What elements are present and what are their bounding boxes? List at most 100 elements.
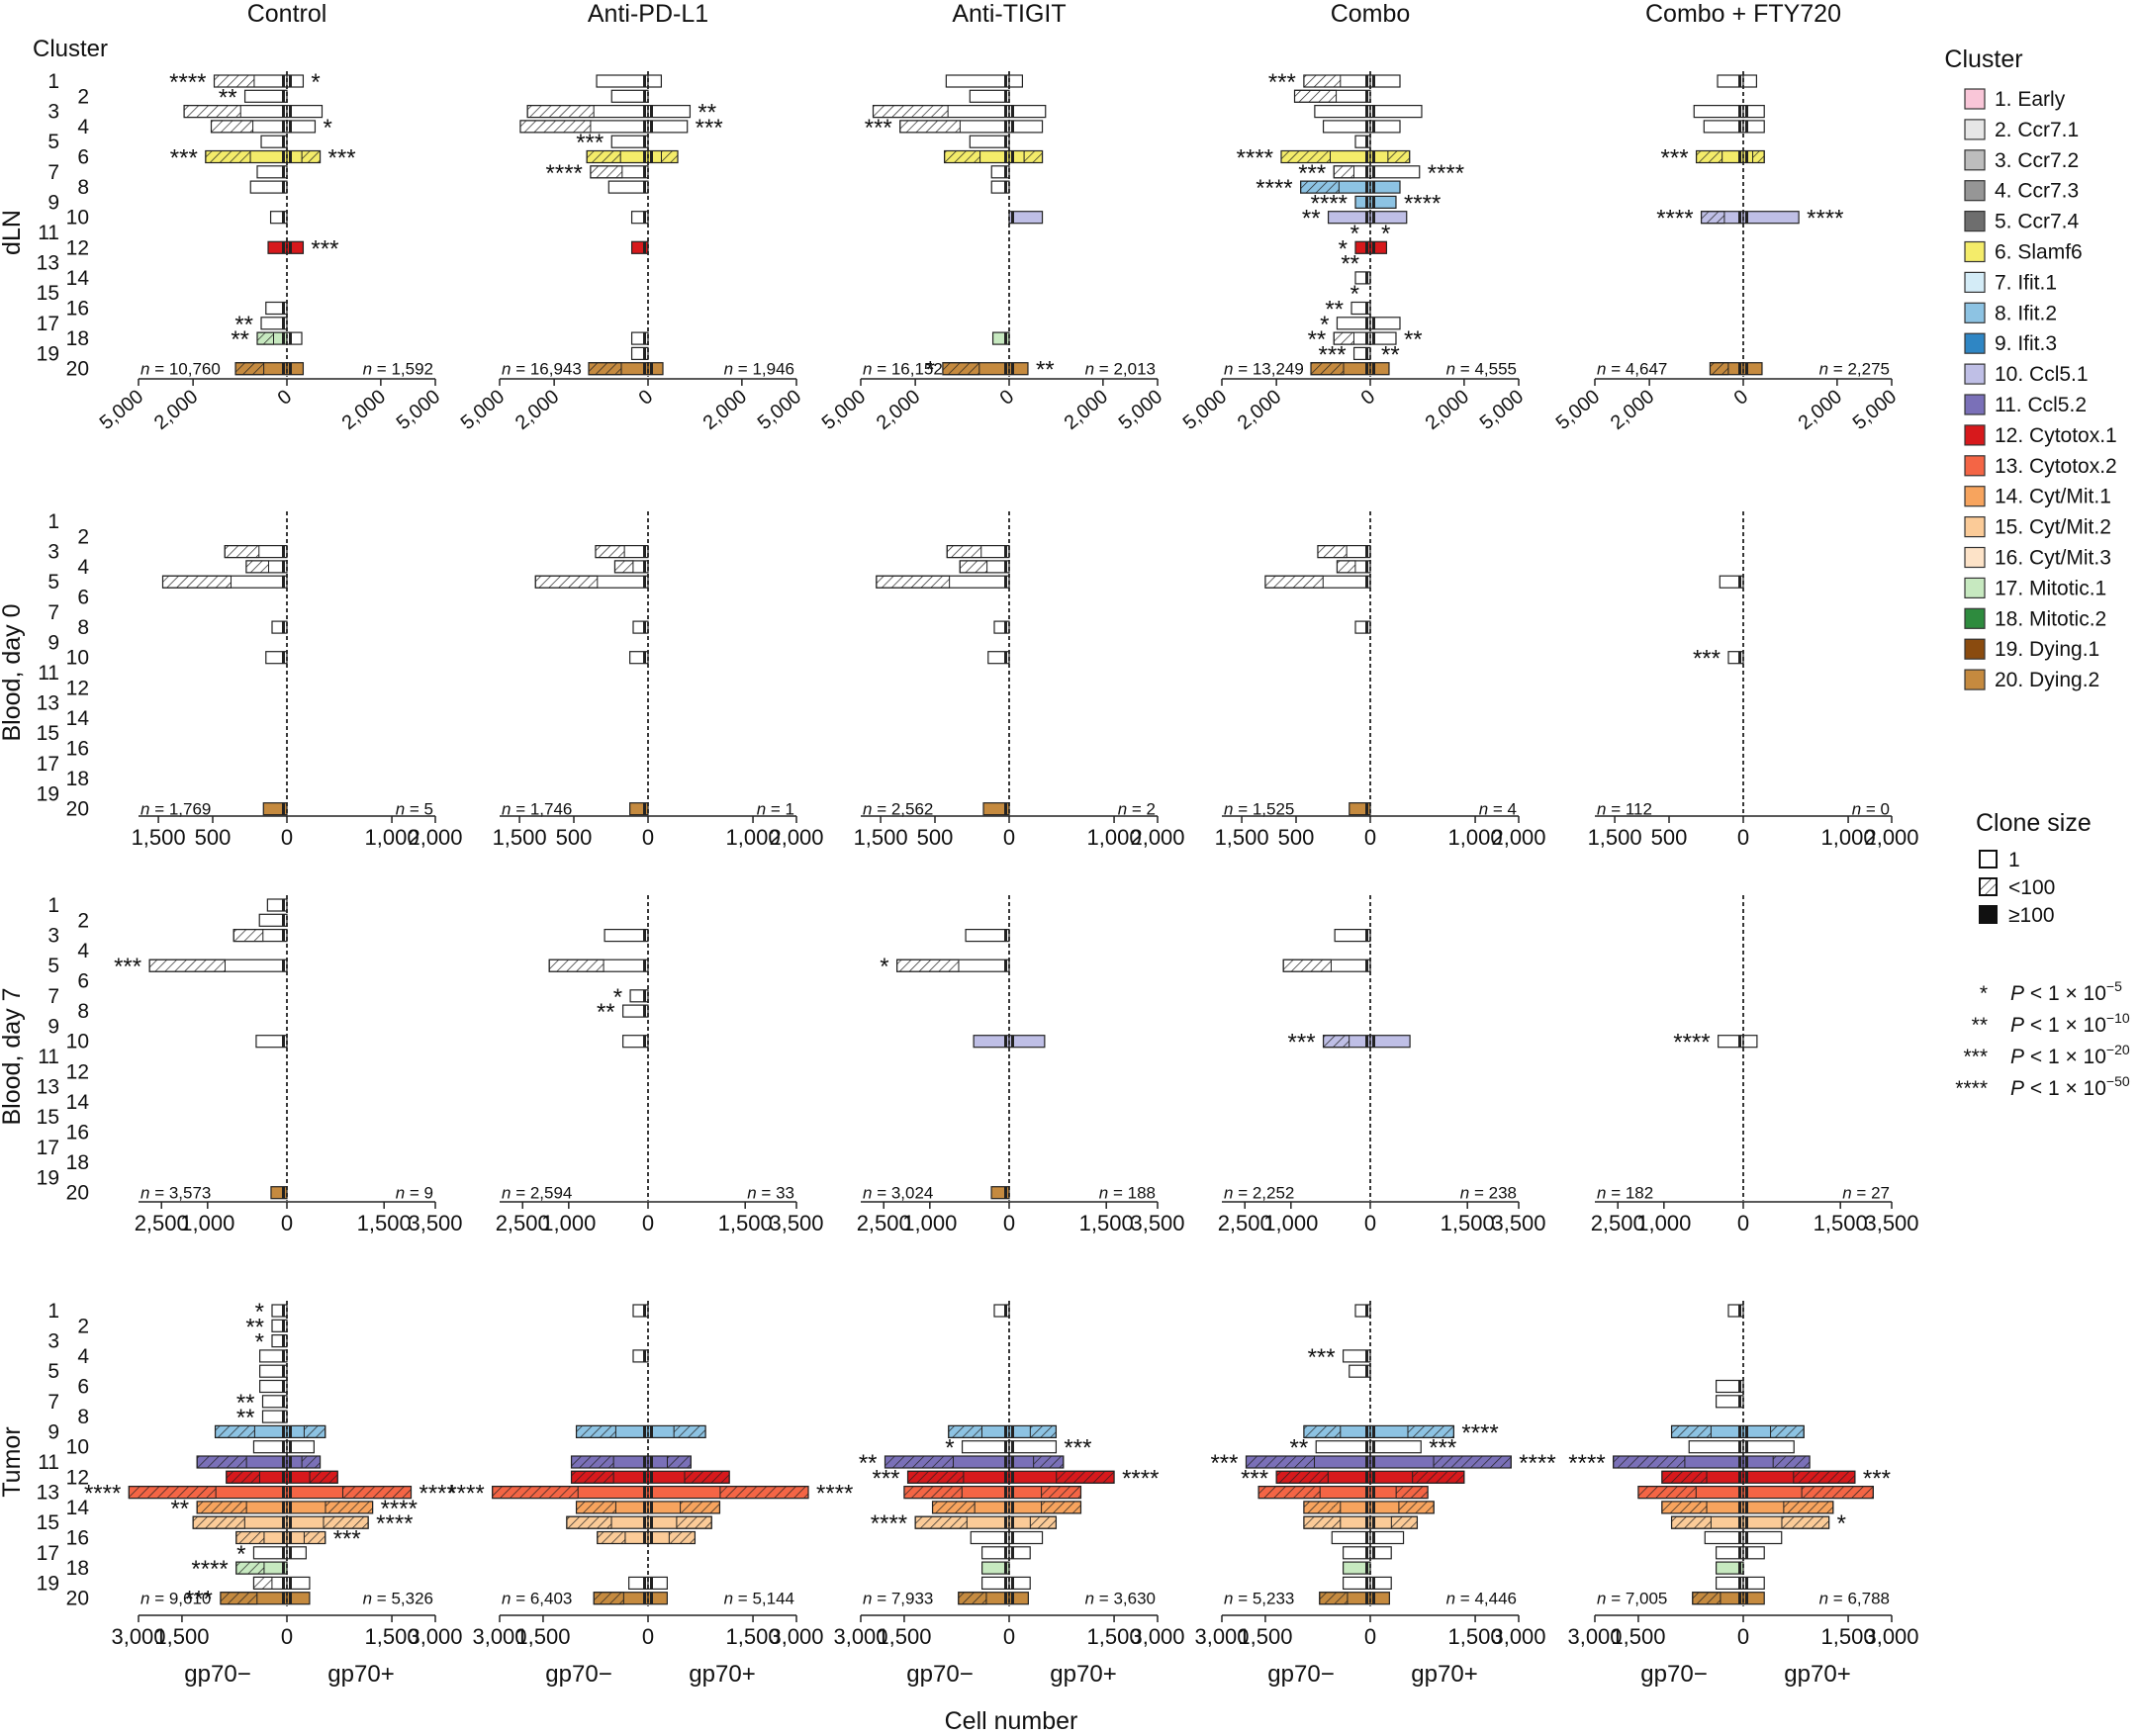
bar-segment-solid — [643, 332, 646, 345]
x-tick-label: 2,000 — [150, 386, 202, 434]
bar-cluster-4 — [647, 120, 689, 134]
bar-segment-hatched — [1033, 1455, 1065, 1469]
bar-segment-solid — [1004, 90, 1007, 103]
bar-segment-hatched — [534, 575, 599, 589]
x-tick-label: 0 — [1364, 1211, 1376, 1235]
bar-segment-solid — [1738, 1380, 1741, 1393]
bar-cluster-10 — [1742, 1440, 1795, 1454]
bar-segment-hatched — [245, 560, 270, 574]
significance-stars: *** — [576, 130, 604, 156]
significance-stars: * — [1381, 221, 1390, 247]
bar-segment-solid — [1738, 1456, 1741, 1468]
cluster-number-label: 15 — [37, 1106, 59, 1129]
legend-label-19: 19. Dying.1 — [1995, 638, 2099, 661]
cluster-number-label: 18 — [66, 768, 89, 790]
x-tick-label: 1,500 — [154, 1624, 209, 1649]
x-tick-label: 0 — [274, 386, 297, 410]
x-tick-label: 2,500 — [1218, 1211, 1272, 1235]
significance-stars: ** — [1404, 326, 1423, 353]
bar-cluster-4 — [1322, 120, 1371, 134]
bar-segment-solid — [1365, 150, 1368, 163]
x-tick-label: 2,000 — [408, 825, 462, 850]
bar-segment-solid — [1372, 1425, 1375, 1438]
x-tick-label: 2,500 — [135, 1211, 189, 1235]
bar-segment-solid — [1011, 105, 1014, 118]
significance-stars: *** — [872, 1465, 899, 1492]
bar-segment-solid — [282, 576, 285, 589]
cluster-axis-title: Cluster — [33, 36, 108, 62]
bar-segment-hatched — [1303, 1515, 1342, 1529]
bar-segment-solid — [1372, 1471, 1375, 1484]
x-tick-label: 1,000 — [180, 1211, 234, 1235]
significance-stars: ** — [1325, 297, 1344, 323]
legend-label-8: 8. Ifit.2 — [1995, 302, 2057, 324]
bar-segment-solid — [643, 120, 646, 133]
cluster-number-label: 5 — [47, 1360, 59, 1383]
x-tick-label: 5,000 — [393, 386, 444, 434]
bar-segment-hatched — [1041, 1501, 1081, 1514]
x-tick-label: 1,000 — [1636, 1211, 1691, 1235]
cluster-number-label: 11 — [38, 1451, 59, 1474]
x-tick-label: 0 — [1003, 825, 1015, 850]
x-tick-label: 2,000 — [1234, 386, 1285, 434]
bar-segment-solid — [282, 621, 285, 634]
n-label-positive: n = 3,630 — [1085, 1590, 1156, 1608]
bar-segment-hatched — [1323, 1035, 1350, 1049]
n-label-positive: n = 4 — [1479, 800, 1517, 819]
significance-stars: ** — [1302, 206, 1321, 232]
n-label-negative: n = 1,525 — [1224, 800, 1294, 819]
bar-cluster-20 — [262, 802, 288, 816]
cluster-number-label: 6 — [77, 146, 89, 169]
bar-segment-solid — [1365, 105, 1368, 118]
bar-segment-solid — [1365, 90, 1368, 103]
cluster-number-label: 2 — [77, 909, 89, 932]
significance-stars: **** — [871, 1510, 907, 1537]
cluster-number-label: 6 — [77, 970, 89, 993]
bar-cluster-16 — [1369, 1530, 1405, 1545]
bar-segment-solid — [1365, 75, 1368, 87]
n-label-negative: n = 2,594 — [502, 1184, 572, 1203]
n-label-positive: n = 5,144 — [724, 1590, 794, 1608]
bar-segment-solid — [1365, 1516, 1368, 1529]
bar-cluster-5 — [610, 135, 649, 148]
bar-segment-solid — [1745, 1501, 1748, 1513]
bar-cluster-2 — [610, 89, 649, 103]
bar-segment-solid — [1738, 1531, 1741, 1544]
legend-swatch-6 — [1964, 240, 1986, 263]
bar-segment-solid — [1738, 576, 1741, 589]
bar-segment-solid — [1004, 181, 1007, 194]
legend-clone-swatch-1 — [1979, 850, 1998, 868]
bar-segment-solid — [1004, 1531, 1007, 1544]
bar-segment-solid — [650, 1471, 653, 1484]
bar-cluster-20 — [982, 802, 1010, 816]
bar-segment-solid — [1004, 1186, 1007, 1199]
bar-segment-solid — [643, 105, 646, 118]
cluster-number-label: 8 — [77, 176, 89, 199]
bar-cluster-7 — [1369, 165, 1421, 179]
bar-segment-solid — [289, 1577, 292, 1590]
bar-segment-solid — [282, 959, 285, 972]
significance-stars: **** — [1237, 145, 1273, 172]
x-tick-label: 500 — [917, 825, 954, 850]
bar-cluster-2 — [258, 913, 288, 927]
legend-label-10: 10. Ccl5.1 — [1995, 363, 2089, 386]
bar-segment-hatched — [884, 1455, 955, 1469]
significance-stars: * — [880, 954, 888, 980]
x-tick-label: 0 — [281, 1624, 293, 1649]
cluster-number-label: 11 — [38, 222, 59, 244]
x-tick-label: 1,000 — [541, 1211, 596, 1235]
bar-segment-solid — [282, 1486, 285, 1499]
bar-segment-hatched — [256, 331, 274, 345]
significance-stars: * — [613, 984, 622, 1011]
x-tick-label: 0 — [1730, 386, 1753, 410]
cluster-number-label: 3 — [47, 101, 59, 124]
bar-segment-solid — [1745, 1456, 1748, 1468]
bar-segment-solid — [282, 90, 285, 103]
bar-segment-hatched — [1319, 1592, 1349, 1605]
bar-segment-solid — [1372, 317, 1375, 329]
cluster-number-label: 20 — [66, 1588, 89, 1610]
bar-segment-solid — [1365, 1577, 1368, 1590]
